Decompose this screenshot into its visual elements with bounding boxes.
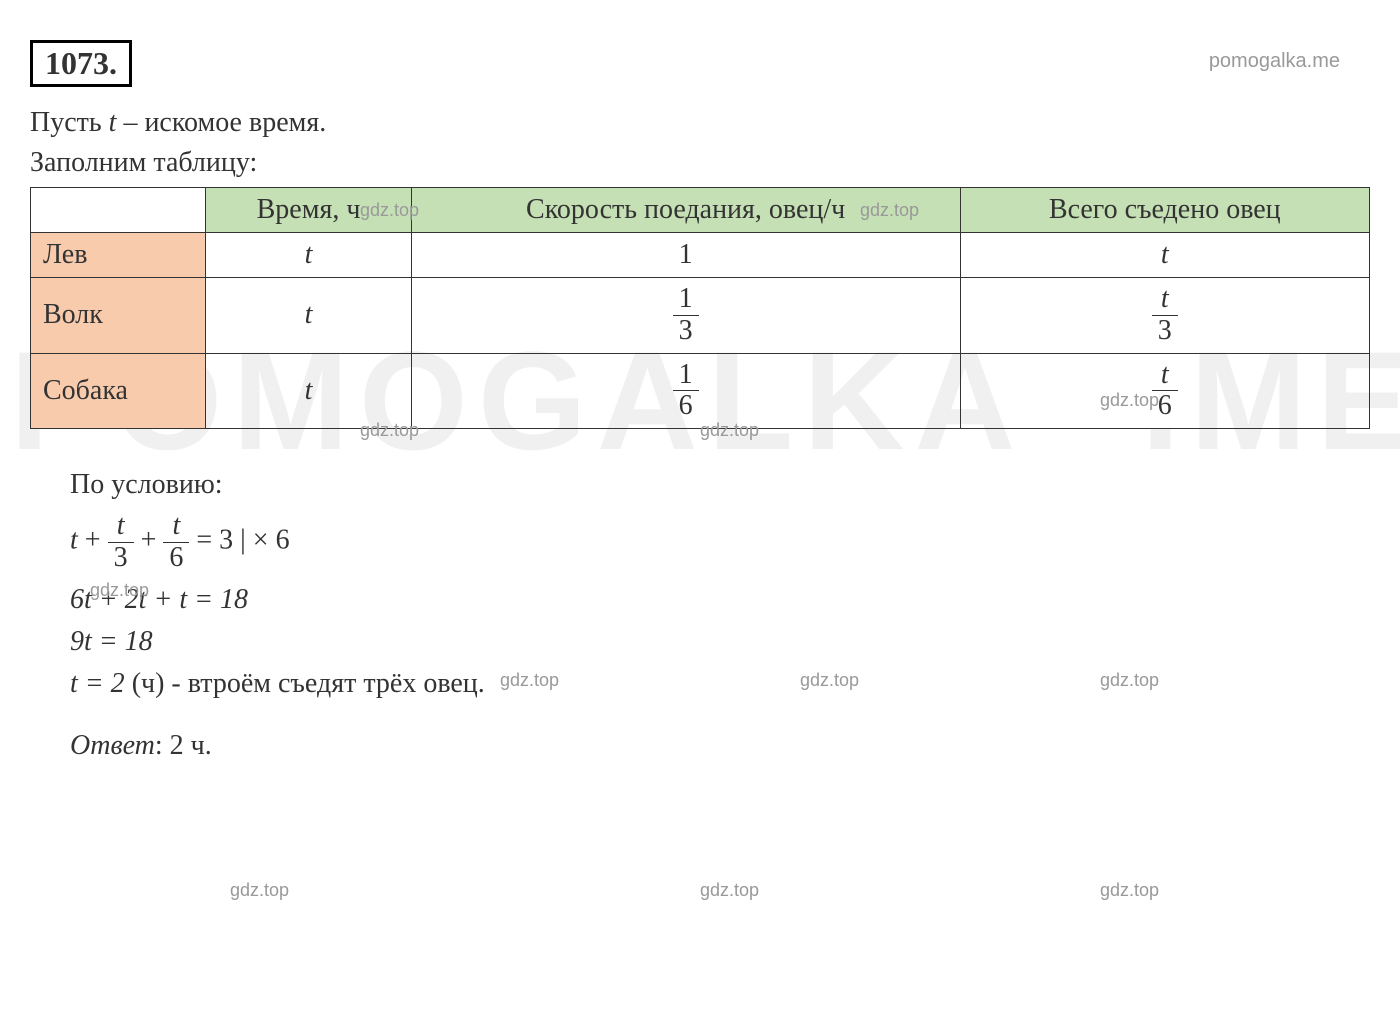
- intro-pre: Пусть: [30, 107, 109, 138]
- cell-time: t: [206, 278, 411, 354]
- answer-line: Ответ: 2 ч.: [30, 730, 1370, 762]
- intro-post: – искомое время.: [116, 107, 326, 138]
- gdz-watermark: gdz.top: [230, 880, 289, 901]
- site-watermark: pomogalka.me: [1209, 50, 1340, 73]
- cell-rate: 1: [411, 233, 960, 278]
- equation-3: 9t = 18: [70, 626, 1370, 658]
- data-table: Время, ч Скорость поедания, овец/ч Всего…: [30, 187, 1370, 429]
- table-row: Собака t 16 t6: [31, 353, 1370, 429]
- cell-rate: 16: [411, 353, 960, 429]
- cell-rate: 13: [411, 278, 960, 354]
- answer-label: Ответ: [70, 730, 155, 761]
- solution-block: По условию: t + t3 + t6 = 3 | × 6 6t + 2…: [30, 469, 1370, 700]
- equation-4: t = 2 (ч) - втроём съедят трёх овец.: [70, 668, 1370, 700]
- table-row: Волк t 13 t3: [31, 278, 1370, 354]
- header-rate: Скорость поедания, овец/ч: [411, 188, 960, 233]
- header-total: Всего съедено овец: [960, 188, 1369, 233]
- row-label: Волк: [31, 278, 206, 354]
- table-row: Лев t 1 t: [31, 233, 1370, 278]
- problem-number: 1073.: [30, 40, 132, 87]
- equation-2: 6t + 2t + t = 18: [70, 584, 1370, 616]
- gdz-watermark: gdz.top: [1100, 880, 1159, 901]
- gdz-watermark: gdz.top: [700, 880, 759, 901]
- intro-line-2: Заполним таблицу:: [30, 147, 1370, 179]
- row-label: Лев: [31, 233, 206, 278]
- cell-time: t: [206, 233, 411, 278]
- cell-total: t6: [960, 353, 1369, 429]
- cell-time: t: [206, 353, 411, 429]
- answer-text: : 2 ч.: [155, 730, 212, 761]
- header-time: Время, ч: [206, 188, 411, 233]
- table-header-row: Время, ч Скорость поедания, овец/ч Всего…: [31, 188, 1370, 233]
- row-label: Собака: [31, 353, 206, 429]
- equation-1: t + t3 + t6 = 3 | × 6: [70, 511, 1370, 574]
- cell-total: t: [960, 233, 1369, 278]
- cell-total: t3: [960, 278, 1369, 354]
- intro-line-1: Пусть t – искомое время.: [30, 107, 1370, 139]
- header-blank: [31, 188, 206, 233]
- solution-heading: По условию:: [70, 469, 1370, 501]
